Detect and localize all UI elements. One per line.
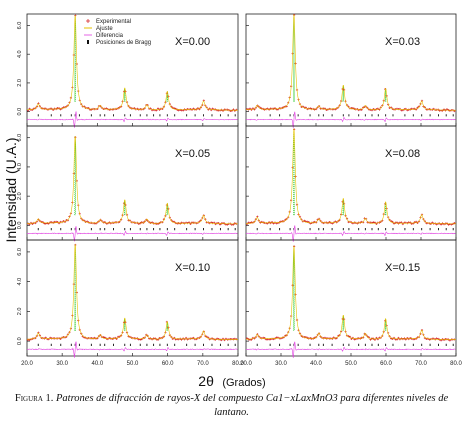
y-tick-label: 0.0 — [17, 108, 23, 116]
difference-series — [26, 111, 238, 128]
panel-label: X=0.10 — [175, 262, 210, 274]
x-tick-label: 20.0 — [240, 361, 252, 367]
x-tick-label: 60.0 — [380, 361, 392, 367]
peak-markers — [74, 244, 169, 331]
difference-series — [26, 226, 238, 242]
bragg-positions — [37, 343, 236, 347]
y-tick-label: 0.0 — [17, 337, 23, 345]
x-tick-label: 50.0 — [345, 361, 357, 367]
y-tick-label: 4.0 — [17, 163, 23, 171]
fit-series — [245, 13, 457, 111]
x-tick-label: 60.0 — [162, 361, 174, 367]
legend-entry: Diferencia — [96, 33, 124, 39]
peak-markers — [293, 14, 387, 102]
panel-4: X=0.08 — [245, 125, 457, 242]
experimental-series — [245, 245, 456, 342]
panel-6: 20.0 30.0 40.0 50.0 60.0 70.0 80.0 X=0.15 — [240, 239, 462, 367]
x-axis-label: 2θ (Grados) — [198, 373, 265, 390]
panels-grid: 0.0 2.0 4.0 6.0 X=0.00 X=0.03 0.0 2.0 4.0 6.0 X=0.… — [17, 13, 462, 367]
panel-label: X=0.08 — [385, 148, 420, 160]
panel-5: 0.0 2.0 4.0 6.0 20.0 30.0 40.0 50.0 60.0 70.0 80.0… — [17, 239, 244, 367]
y-tick-label: 6.0 — [17, 248, 23, 256]
panel-3: 0.0 2.0 4.0 6.0 X=0.05 — [17, 125, 239, 242]
panel-1: 0.0 2.0 4.0 6.0 X=0.00 — [17, 13, 239, 128]
peak-markers — [293, 245, 387, 331]
figure-caption: Figura 1. Patrones de difracción de rayo… — [0, 392, 463, 420]
x-tick-label: 30.0 — [275, 361, 287, 367]
peak-markers — [293, 128, 387, 216]
x-tick-label: 70.0 — [415, 361, 427, 367]
panel-frame — [26, 13, 239, 127]
x-tick-label: 80.0 — [232, 361, 244, 367]
legend-entry: Posiciones de Bragg — [96, 40, 151, 46]
fit-series — [26, 244, 238, 340]
x-axis-symbol: 2θ — [198, 373, 214, 389]
peak-markers — [74, 135, 169, 216]
experimental-series — [245, 13, 456, 113]
x-axis-unit: (Grados) — [222, 377, 265, 389]
x-tick-label: 80.0 — [450, 361, 462, 367]
legend-entry: Ajuste — [96, 26, 113, 32]
fit-series — [245, 128, 456, 225]
fit-series — [26, 15, 239, 111]
experimental-series — [26, 14, 238, 113]
panel-2: X=0.03 — [245, 13, 457, 128]
difference-series — [26, 341, 238, 358]
y-tick-label: 2.0 — [17, 192, 23, 200]
difference-series — [245, 225, 456, 242]
y-tick-label: 2.0 — [17, 308, 23, 316]
y-tick-label: 6.0 — [17, 134, 23, 142]
panel-label: X=0.00 — [175, 36, 210, 48]
y-tick-label: 6.0 — [17, 22, 23, 30]
legend-symbol-bragg — [87, 40, 89, 44]
x-tick-label: 70.0 — [197, 361, 209, 367]
bragg-positions — [37, 228, 236, 231]
panel-label: X=0.15 — [385, 262, 420, 274]
bragg-positions — [256, 343, 454, 347]
y-tick-label: 2.0 — [17, 79, 23, 87]
y-axis-label: Intensidad (U.A.) — [3, 137, 19, 242]
y-tick-label: 0.0 — [17, 222, 23, 230]
experimental-series — [245, 128, 456, 226]
panel-label: X=0.03 — [385, 36, 420, 48]
x-tick-label: 20.0 — [21, 361, 33, 367]
y-tick-label: 4.0 — [17, 50, 23, 58]
bragg-positions — [256, 228, 454, 231]
caption-text: Patrones de difracción de rayos-X del co… — [56, 393, 449, 418]
fit-series — [245, 245, 456, 340]
bragg-positions — [37, 114, 236, 117]
experimental-series — [26, 243, 238, 342]
legend-symbol-experimental — [86, 19, 90, 23]
x-tick-label: 50.0 — [127, 361, 139, 367]
x-tick-label: 40.0 — [310, 361, 322, 367]
legend-entry: Experimental — [96, 19, 131, 25]
fit-series — [26, 136, 239, 225]
panel-label: X=0.05 — [175, 148, 210, 160]
x-tick-label: 40.0 — [91, 361, 103, 367]
caption-label: Figura 1. — [14, 393, 54, 404]
bragg-positions — [256, 114, 454, 117]
y-tick-label: 4.0 — [17, 278, 23, 286]
x-tick-label: 30.0 — [56, 361, 68, 367]
difference-series — [245, 341, 456, 358]
xrd-figure: Intensidad (U.A.) 2θ (Grados) 0.0 2.0 4.0 6… — [3, 13, 462, 390]
difference-series — [245, 111, 456, 128]
